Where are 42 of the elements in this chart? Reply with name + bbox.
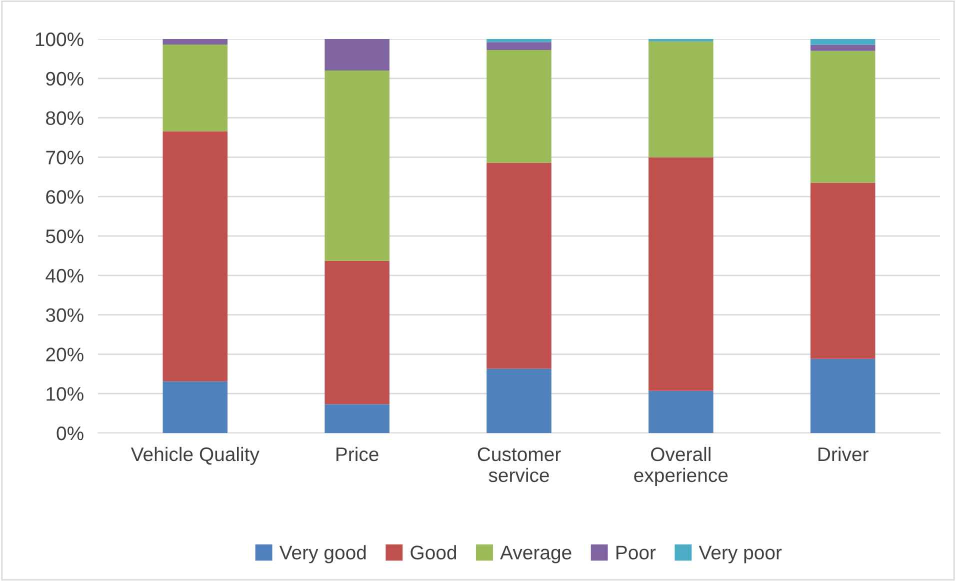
x-tick-label: Price — [336, 446, 378, 462]
bar — [162, 131, 228, 382]
y-tick-label: 80% — [46, 111, 84, 126]
legend-label: Average — [500, 546, 572, 564]
bar — [648, 41, 714, 158]
legend-label: Very poor — [698, 546, 782, 564]
x-tick-label: Driver — [818, 446, 868, 462]
legend-label: Poor — [616, 546, 656, 560]
bar — [486, 50, 552, 163]
bar — [162, 39, 228, 45]
bar — [324, 260, 390, 404]
bar — [162, 381, 228, 433]
bar — [324, 39, 390, 71]
bar — [810, 182, 876, 359]
y-tick-label: 70% — [46, 150, 84, 164]
bar — [486, 368, 552, 433]
bar — [810, 50, 876, 183]
legend-label: Good — [410, 545, 456, 560]
y-tick-label: 20% — [46, 348, 84, 362]
bar — [810, 44, 876, 51]
y-tick-label: 100% — [36, 32, 84, 46]
bar — [486, 39, 552, 42]
bar — [810, 358, 876, 433]
bar — [486, 162, 552, 369]
bar — [648, 390, 714, 433]
y-tick-label: 40% — [46, 268, 84, 283]
y-tick-label: 30% — [46, 308, 84, 322]
legend-label: Very good — [279, 545, 366, 564]
bar — [810, 39, 876, 45]
bar — [324, 70, 390, 261]
x-tick-label: Overall experience — [634, 446, 728, 486]
y-tick-label: 0% — [56, 426, 84, 440]
x-tick-label: Vehicle Quality — [130, 446, 260, 466]
bar — [324, 404, 390, 433]
y-tick-label: 10% — [46, 387, 84, 401]
y-tick-label: 60% — [46, 190, 84, 204]
y-tick-label: 50% — [46, 229, 84, 244]
x-tick-label: Customer service — [478, 447, 561, 482]
bar — [162, 44, 228, 132]
bar — [486, 42, 552, 50]
y-tick-label: 90% — [46, 72, 84, 86]
bar — [648, 157, 714, 391]
